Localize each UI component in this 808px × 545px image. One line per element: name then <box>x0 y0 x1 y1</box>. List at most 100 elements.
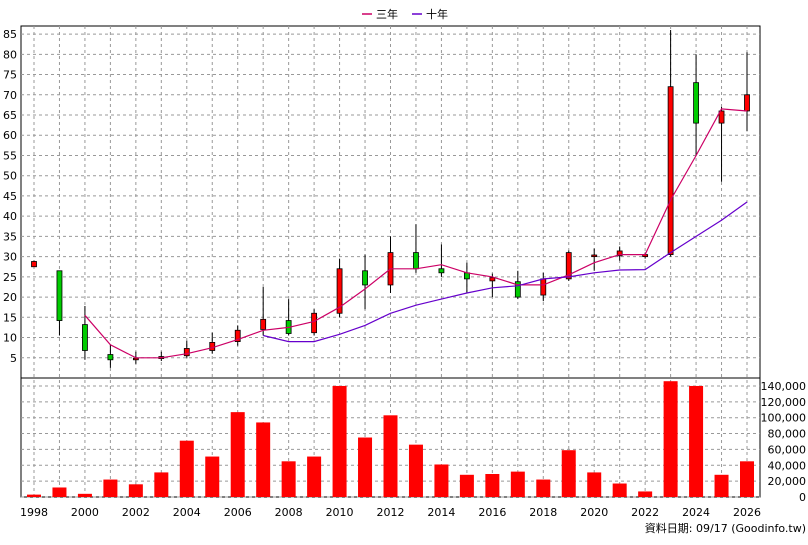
volume-bar <box>358 437 373 497</box>
candle-body <box>311 312 318 334</box>
volume-bar <box>689 385 704 497</box>
volume-bar <box>536 479 551 497</box>
volume-tick-label: 60,000 <box>768 443 807 456</box>
x-tick-label: 2002 <box>122 506 150 519</box>
price-tick-label: 85 <box>3 28 17 41</box>
price-tick-label: 20 <box>3 291 17 304</box>
volume-bar <box>332 385 347 497</box>
candle-body <box>31 261 37 268</box>
volume-bar <box>205 456 220 497</box>
price-tick-label: 40 <box>3 210 17 223</box>
volume-tick-label: 40,000 <box>768 459 807 472</box>
ma10-line <box>263 201 748 343</box>
candle-body <box>693 82 699 124</box>
volume-bar <box>459 474 474 497</box>
volume-bar <box>230 412 245 497</box>
legend-label: 十年 <box>426 7 448 21</box>
candle-body <box>667 86 674 255</box>
price-tick-label: 35 <box>3 230 17 243</box>
volume-tick-label: 20,000 <box>768 475 807 488</box>
price-tick-label: 25 <box>3 271 17 284</box>
volume-tick-label: 100,000 <box>761 412 807 425</box>
volume-bar <box>27 494 41 497</box>
x-tick-label: 2018 <box>529 506 557 519</box>
x-tick-label: 2026 <box>733 506 761 519</box>
x-tick-label: 2024 <box>682 506 710 519</box>
candle-body <box>336 268 343 314</box>
volume-bar <box>128 484 143 497</box>
candle-body <box>565 252 572 280</box>
x-tick-label: 2010 <box>326 506 354 519</box>
x-tick-label: 2004 <box>173 506 201 519</box>
candle-body <box>616 250 623 257</box>
volume-bar <box>663 381 678 497</box>
price-tick-label: 60 <box>3 129 17 142</box>
price-tick-label: 55 <box>3 149 17 162</box>
volume-bar <box>612 483 627 497</box>
candle-body <box>413 252 419 270</box>
volume-tick-label: 120,000 <box>761 396 807 409</box>
volume-bar <box>103 479 118 497</box>
candle-body <box>514 281 521 298</box>
candle-body <box>718 110 725 124</box>
volume-bar <box>383 415 398 497</box>
volume-bar <box>154 472 169 497</box>
volume-tick-label: 140,000 <box>761 380 807 393</box>
volume-bar <box>408 444 423 497</box>
price-tick-label: 80 <box>3 48 17 61</box>
volume-bar <box>638 491 653 497</box>
volume-bar <box>179 440 194 497</box>
volume-bar <box>256 422 271 497</box>
volume-bar <box>77 493 92 497</box>
candle-body <box>132 357 139 361</box>
price-tick-label: 70 <box>3 89 17 102</box>
x-tick-label: 2022 <box>631 506 659 519</box>
x-tick-label: 2016 <box>478 506 506 519</box>
candle-body <box>183 348 190 357</box>
volume-bar <box>281 461 296 497</box>
volume-bar <box>434 464 449 497</box>
legend-label: 三年 <box>376 7 398 21</box>
price-tick-label: 5 <box>10 352 17 365</box>
candle-body <box>362 270 368 286</box>
price-tick-label: 15 <box>3 311 17 324</box>
volume-tick-label: 0 <box>799 491 806 504</box>
candle-body <box>591 254 598 258</box>
price-tick-label: 50 <box>3 170 17 183</box>
candle-body <box>260 318 267 330</box>
candle-body <box>107 354 114 361</box>
volume-bar <box>485 474 500 497</box>
candle-body <box>489 277 496 282</box>
x-tick-label: 2006 <box>224 506 252 519</box>
volume-bar <box>587 472 602 497</box>
candle-body <box>744 94 750 112</box>
price-tick-label: 10 <box>3 332 17 345</box>
volume-bar <box>714 474 729 497</box>
candle-body <box>56 270 63 321</box>
price-tick-label: 30 <box>3 251 17 264</box>
volume-bar <box>52 487 67 497</box>
x-tick-label: 1998 <box>20 506 48 519</box>
volume-tick-label: 80,000 <box>768 428 807 441</box>
volume-bar <box>561 450 576 497</box>
volume-bar <box>510 471 525 497</box>
x-tick-label: 2020 <box>580 506 608 519</box>
volume-bar <box>307 456 322 497</box>
candle-body <box>82 324 88 351</box>
volume-bar <box>740 461 754 497</box>
x-tick-label: 2012 <box>377 506 405 519</box>
candle-body <box>463 272 470 280</box>
candle-body <box>540 278 547 296</box>
x-tick-label: 2014 <box>427 506 455 519</box>
x-tick-label: 2000 <box>71 506 99 519</box>
ma3-line <box>84 108 748 359</box>
candle-body <box>438 268 445 274</box>
price-tick-label: 65 <box>3 109 17 122</box>
candle-body <box>209 341 216 351</box>
x-tick-label: 2008 <box>275 506 303 519</box>
data-date-footer: 資料日期: 09/17 (Goodinfo.tw) <box>645 521 806 535</box>
price-tick-label: 75 <box>3 69 17 82</box>
price-tick-label: 45 <box>3 190 17 203</box>
